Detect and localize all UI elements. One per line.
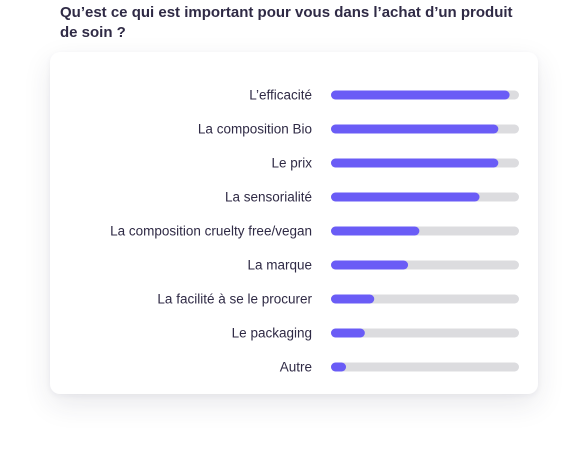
bar bbox=[331, 294, 375, 304]
bar-row: Le prix bbox=[271, 156, 519, 171]
category-label: Le packaging bbox=[232, 326, 312, 341]
bar-chart: L’efficacité La composition Bio Le prix La … bbox=[110, 88, 519, 375]
bar bbox=[331, 328, 365, 338]
bar-row: Le packaging bbox=[232, 326, 519, 341]
category-label: L’efficacité bbox=[249, 88, 312, 103]
category-label: La sensorialité bbox=[225, 190, 312, 205]
bar-row: La composition Bio bbox=[198, 122, 519, 137]
bar bbox=[331, 362, 347, 372]
bar-track bbox=[331, 294, 519, 304]
bar-row: La marque bbox=[247, 258, 519, 273]
bar bbox=[331, 158, 499, 168]
bar bbox=[331, 226, 420, 236]
bar-row: La composition cruelty free/vegan bbox=[110, 224, 519, 239]
category-label: La facilité à se le procurer bbox=[157, 292, 312, 307]
category-label: Autre bbox=[280, 360, 312, 375]
bar bbox=[331, 90, 510, 100]
bar-row: La facilité à se le procurer bbox=[157, 292, 519, 307]
bar bbox=[331, 124, 499, 134]
page-title: Qu’est ce qui est important pour vous da… bbox=[60, 4, 513, 41]
category-label: La marque bbox=[247, 258, 312, 273]
bar-track bbox=[331, 362, 519, 372]
category-label: Le prix bbox=[271, 156, 312, 171]
bar-row: Autre bbox=[280, 360, 519, 375]
bar-row: La sensorialité bbox=[225, 190, 519, 205]
category-label: La composition Bio bbox=[198, 122, 312, 137]
bar bbox=[331, 260, 409, 270]
chart-card: L’efficacité La composition Bio Le prix La … bbox=[50, 52, 538, 394]
bar-row: L’efficacité bbox=[249, 88, 519, 103]
category-label: La composition cruelty free/vegan bbox=[110, 224, 312, 239]
bar-track bbox=[331, 328, 519, 338]
bar bbox=[331, 192, 480, 202]
